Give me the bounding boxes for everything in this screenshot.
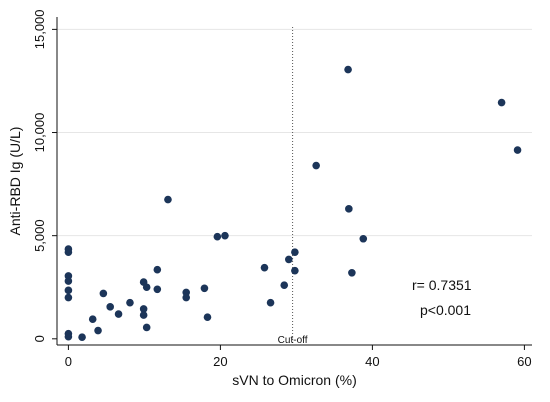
data-point bbox=[88, 315, 97, 324]
data-point bbox=[200, 284, 209, 293]
data-point bbox=[280, 281, 289, 289]
data-point bbox=[182, 293, 190, 302]
data-point bbox=[291, 248, 299, 256]
y-tick-label: 0 bbox=[32, 335, 47, 342]
x-axis-label: sVN to Omicron (%) bbox=[232, 372, 356, 388]
data-point bbox=[513, 146, 522, 154]
data-point bbox=[64, 293, 73, 302]
data-point bbox=[285, 255, 293, 264]
data-point bbox=[114, 310, 123, 318]
data-point bbox=[497, 98, 506, 107]
y-axis-label: Anti-RBD Ig (U/L) bbox=[7, 127, 23, 236]
data-point bbox=[139, 311, 148, 319]
data-point bbox=[126, 298, 134, 307]
data-point bbox=[142, 283, 151, 292]
x-tick-label: 60 bbox=[517, 354, 531, 369]
data-point bbox=[99, 289, 108, 298]
x-tick-label: 20 bbox=[213, 354, 227, 369]
data-point bbox=[142, 323, 151, 332]
x-tick-label: 0 bbox=[65, 354, 72, 369]
data-point bbox=[291, 266, 299, 275]
data-point bbox=[153, 265, 162, 274]
data-point bbox=[312, 161, 320, 170]
data-point bbox=[106, 303, 114, 311]
y-tick-label: 5,000 bbox=[32, 219, 47, 252]
data-point bbox=[344, 65, 352, 74]
data-point bbox=[266, 298, 275, 307]
data-points bbox=[64, 65, 522, 341]
data-point bbox=[203, 313, 212, 321]
data-point bbox=[64, 277, 73, 285]
data-point bbox=[260, 263, 269, 272]
y-tick-label: 10,000 bbox=[32, 113, 47, 153]
axis-ticks: 0 5,000 10,000 15,000 0 20 40 60 bbox=[32, 9, 532, 369]
data-point bbox=[78, 333, 86, 341]
data-point bbox=[94, 326, 102, 335]
grid-lines bbox=[57, 28, 532, 237]
p-value-annotation: p<0.001 bbox=[420, 302, 471, 318]
x-tick-label: 40 bbox=[365, 354, 379, 369]
correlation-annotation: r= 0.7351 bbox=[412, 277, 472, 293]
data-point bbox=[64, 248, 73, 256]
data-point bbox=[221, 231, 229, 240]
y-tick-label: 15,000 bbox=[32, 9, 47, 49]
data-point bbox=[164, 195, 172, 204]
data-point bbox=[345, 205, 353, 213]
data-point bbox=[348, 268, 356, 277]
data-point bbox=[213, 232, 222, 241]
data-point bbox=[359, 234, 368, 243]
data-point bbox=[139, 305, 148, 313]
cutoff-label: Cut-off bbox=[278, 335, 308, 346]
data-point bbox=[153, 285, 162, 294]
data-point bbox=[64, 286, 73, 295]
data-point bbox=[64, 332, 73, 341]
